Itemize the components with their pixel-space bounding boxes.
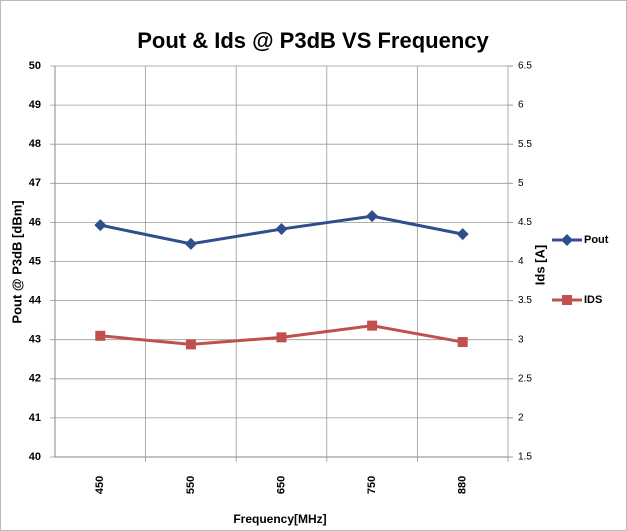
data-point xyxy=(184,237,197,250)
x-axis-label: Frequency[MHz] xyxy=(233,512,326,526)
data-point xyxy=(457,337,468,348)
data-point xyxy=(94,219,107,232)
legend-label: IDS xyxy=(584,294,602,306)
y-tick-label: 43 xyxy=(29,334,41,346)
data-point xyxy=(366,210,379,223)
data-point xyxy=(185,339,196,350)
x-tick-label: 550 xyxy=(185,476,197,494)
data-point xyxy=(367,320,378,331)
y-tick-label: 48 xyxy=(29,138,41,150)
chart-title: Pout & Ids @ P3dB VS Frequency xyxy=(137,28,489,53)
data-point xyxy=(95,330,106,341)
y-tick-label: 40 xyxy=(29,451,41,463)
y2-tick-label: 3.5 xyxy=(518,295,532,306)
data-point xyxy=(456,228,469,241)
legend-marker xyxy=(562,295,572,305)
x-tick-label: 750 xyxy=(366,476,378,494)
y2-tick-label: 4 xyxy=(518,256,524,267)
x-tick-label: 880 xyxy=(457,476,469,494)
y-tick-label: 46 xyxy=(29,216,41,228)
y2-tick-label: 6 xyxy=(518,100,524,111)
y-tick-label: 47 xyxy=(29,177,41,189)
y-tick-label: 50 xyxy=(29,60,41,72)
y-axis-label: Pout @ P3dB [dBm] xyxy=(9,200,24,323)
y-tick-label: 42 xyxy=(29,373,41,385)
data-point xyxy=(276,332,287,343)
y2-tick-label: 2 xyxy=(518,413,524,424)
y2-tick-label: 5.5 xyxy=(518,139,532,150)
legend-marker xyxy=(561,234,573,246)
y2-tick-label: 6.5 xyxy=(518,61,532,72)
y2-tick-label: 4.5 xyxy=(518,217,532,228)
y2-tick-label: 1.5 xyxy=(518,452,532,463)
y2-tick-label: 5 xyxy=(518,178,524,189)
y-tick-label: 49 xyxy=(29,99,41,111)
y-tick-label: 41 xyxy=(29,412,41,424)
legend-label: Pout xyxy=(584,234,609,246)
x-tick-label: 650 xyxy=(275,476,287,494)
y-tick-label: 44 xyxy=(29,295,42,307)
y2-tick-label: 2.5 xyxy=(518,373,532,384)
x-tick-label: 450 xyxy=(94,476,106,494)
data-point xyxy=(275,223,288,236)
y2-axis-label: Ids [A] xyxy=(532,245,547,285)
y-tick-label: 45 xyxy=(29,255,41,267)
y2-tick-label: 3 xyxy=(518,334,524,345)
